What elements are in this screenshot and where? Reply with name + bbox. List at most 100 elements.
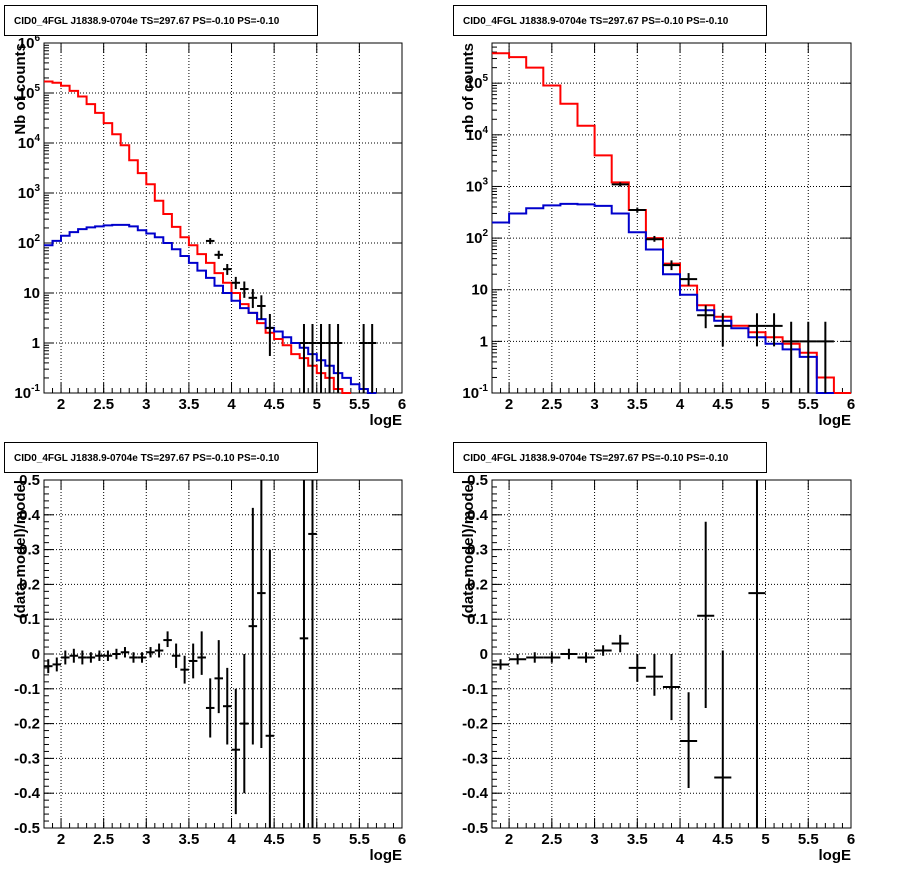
data-point [120, 647, 130, 658]
chart-title-box [453, 5, 767, 36]
x-axis: 2 2.5 3 3.5 4 4.5 5 5.5 6 [43, 43, 406, 413]
grid-lines [44, 480, 402, 828]
chart-title: CID0_4FGL J1838.9-0704e TS=297.67 PS=-0.… [4, 5, 318, 36]
chart-title-box [4, 442, 318, 473]
y-tick-label: 106 [18, 33, 41, 52]
data-point [223, 667, 232, 745]
y-tick-label: 102 [18, 233, 41, 252]
x-axis: 2 2.5 3 3.5 4 4.5 5 5.5 6 [491, 43, 855, 413]
chart-panel-4: 2 2.5 3 3.5 4 4.5 5 5.5 6 -0.5 -0.4 -0.3 -0.2 -0.1 0 0.… [453, 442, 855, 864]
y-tick-label: -0.5 [462, 820, 488, 837]
series-1 [44, 80, 351, 394]
data-point [308, 323, 317, 393]
data-point [240, 654, 249, 794]
x-tick-label: 5 [761, 831, 769, 848]
y-tick-label: -0.4 [462, 785, 489, 802]
y-tick-label: 0.1 [467, 611, 488, 628]
y-axis: 10-1 1 10 102 103 104 105 [462, 42, 851, 402]
y-tick-label: -0.1 [14, 681, 40, 698]
y-tick-label: 103 [18, 183, 41, 202]
data-point [257, 480, 266, 748]
data-point [645, 654, 663, 696]
data-point [163, 631, 172, 648]
x-tick-label: 3 [142, 396, 150, 413]
x-tick-label: 5.5 [349, 831, 370, 848]
x-tick-label: 2.5 [93, 831, 114, 848]
data-point [86, 652, 96, 663]
data-point [180, 655, 189, 684]
data-point [628, 207, 646, 213]
data-point [714, 313, 732, 347]
x-tick-label: 3 [590, 831, 598, 848]
data-point [231, 688, 241, 815]
x-tick-label: 4 [227, 396, 236, 413]
data-point [697, 305, 715, 329]
y-axis-label: (data-model)/model [460, 480, 477, 618]
y-tick-label: 105 [466, 73, 489, 92]
data-point [748, 480, 766, 828]
data-point [44, 659, 53, 674]
x-tick-label: 2 [57, 831, 65, 848]
y-tick-label: 0.2 [19, 576, 40, 593]
series-1 [492, 480, 766, 828]
data-point [492, 659, 510, 670]
data-point [359, 323, 368, 393]
x-tick-label: 4 [676, 396, 685, 413]
x-axis-label: logE [370, 412, 403, 429]
data-point [697, 521, 715, 708]
data-point [645, 235, 663, 242]
data-point [265, 314, 275, 356]
x-tick-label: 3.5 [178, 396, 199, 413]
x-tick-label: 6 [398, 396, 406, 413]
data-point [69, 648, 79, 663]
y-tick-label: 1 [32, 335, 40, 352]
chart-title-text: CID0_4FGL J1838.9-0704e TS=297.67 PS=-0.… [14, 16, 280, 27]
data-point [308, 480, 317, 828]
data-point [367, 323, 377, 393]
y-tick-label: -0.2 [14, 716, 40, 733]
data-point [662, 654, 681, 721]
x-tick-label: 4.5 [264, 396, 285, 413]
x-tick-label: 4.5 [712, 396, 733, 413]
data-point [333, 323, 343, 393]
series-3 [611, 182, 834, 393]
y-axis: -0.5 -0.4 -0.3 -0.2 -0.1 0 0.1 0.2 0.3 0.4 0.5 [14, 472, 402, 837]
x-tick-label: 2.5 [541, 831, 562, 848]
series-1 [44, 480, 317, 828]
y-tick-label: -0.1 [462, 681, 488, 698]
y-tick-label: 0.3 [19, 542, 40, 559]
data-point [325, 323, 334, 393]
y-tick-label: 0.5 [19, 472, 40, 489]
y-tick-label: -0.3 [462, 750, 488, 767]
x-axis: 2 2.5 3 3.5 4 4.5 5 5.5 6 [491, 480, 855, 848]
data-point [103, 650, 113, 661]
data-point [248, 289, 258, 309]
y-tick-label: 103 [466, 176, 489, 195]
data-point [662, 260, 681, 271]
y-tick-label: 1 [480, 333, 488, 350]
chart-title-box [4, 5, 318, 36]
x-axis-label: logE [819, 847, 852, 864]
data-point [299, 480, 309, 828]
data-point [748, 313, 766, 347]
data-point [146, 647, 155, 658]
x-axis-label: logE [370, 847, 403, 864]
data-point [129, 652, 138, 663]
data-point [611, 182, 629, 187]
data-point [205, 238, 215, 245]
y-tick-label: 10-1 [462, 383, 488, 402]
data-point [316, 323, 326, 393]
data-point [628, 654, 646, 682]
histogram-line [44, 223, 377, 394]
series-2 [44, 223, 377, 394]
x-tick-label: 2.5 [93, 396, 114, 413]
y-tick-label: -0.2 [462, 716, 488, 733]
x-tick-label: 4 [227, 831, 236, 848]
y-tick-label: 10-1 [14, 383, 40, 402]
data-point [816, 321, 834, 393]
data-point [171, 643, 181, 668]
data-point [240, 281, 249, 298]
data-point [765, 313, 783, 347]
y-tick-label: 10 [23, 285, 40, 302]
data-point [52, 657, 62, 672]
